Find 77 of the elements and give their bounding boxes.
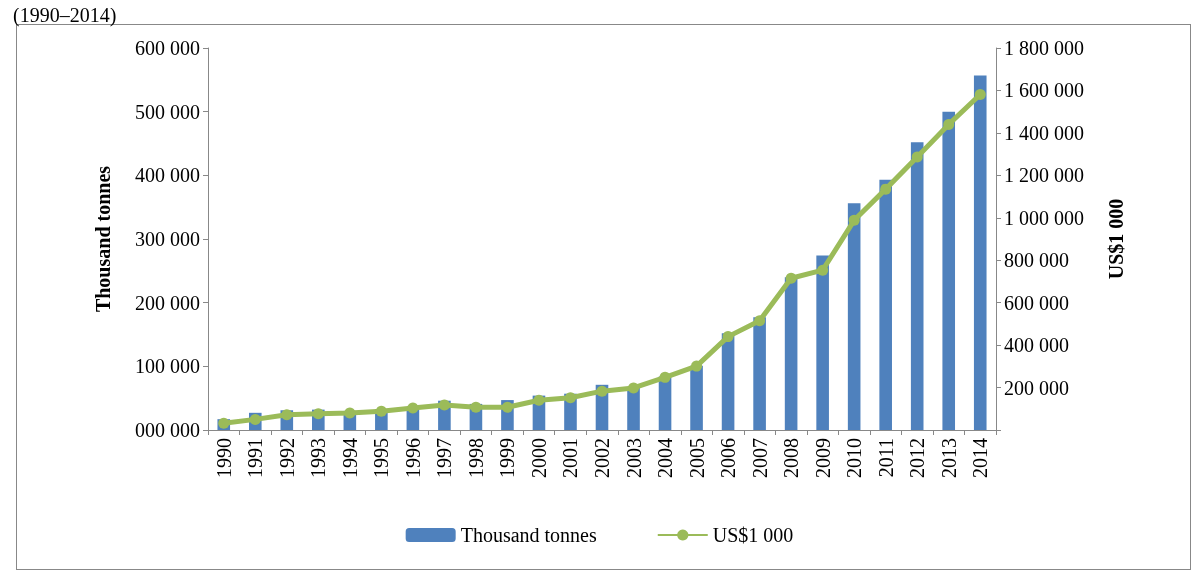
- x-tick-label: 2002: [591, 438, 613, 478]
- x-tick-label: 2009: [811, 438, 834, 478]
- point: [880, 183, 892, 195]
- x-tick-label: 2000: [527, 438, 550, 478]
- point: [659, 371, 671, 383]
- y2-tick-label: 800 000: [1004, 249, 1069, 272]
- y-tick-label: 000 000: [135, 419, 200, 441]
- point: [722, 331, 734, 343]
- y-axis-title: Thousand tonnes: [92, 165, 114, 313]
- bar: [816, 255, 829, 430]
- x-tick-label: 2011: [874, 438, 897, 478]
- y-tick-label: 100 000: [135, 355, 200, 378]
- point: [564, 392, 576, 404]
- point: [943, 118, 955, 130]
- x-tick-label: 1997: [433, 438, 456, 478]
- y2-tick-label: 1 800 000: [1004, 37, 1084, 59]
- point: [911, 151, 923, 163]
- bar: [973, 75, 987, 430]
- x-tick-label: 2014: [969, 438, 992, 478]
- x-tick-label: 2007: [748, 438, 771, 478]
- y-tick-label: 600 000: [135, 37, 200, 59]
- y2-tick-label: 1 400 000: [1004, 121, 1084, 144]
- y2-tick-label: 1 200 000: [1004, 164, 1084, 187]
- x-tick-label: 1992: [275, 438, 298, 478]
- y2-axis-title: US$1 000: [1105, 198, 1127, 280]
- x-tick-label: 1994: [338, 438, 361, 478]
- y2-tick-label: 1 600 000: [1004, 79, 1084, 102]
- x-tick-label: 2005: [685, 438, 708, 478]
- point: [470, 401, 482, 413]
- legend-label: Thousand tonnes: [460, 524, 597, 546]
- point: [974, 88, 986, 100]
- x-tick-label: 1993: [307, 438, 330, 478]
- point: [344, 407, 356, 419]
- x-tick-label: 1999: [496, 438, 519, 478]
- point: [501, 401, 513, 413]
- bar: [753, 317, 766, 430]
- y-tick-label: 300 000: [135, 228, 200, 250]
- point: [848, 214, 860, 226]
- x-tick-label: 2001: [559, 438, 582, 478]
- bar: [690, 365, 703, 430]
- y2-tick-label: 1 000 000: [1004, 206, 1084, 229]
- point: [375, 405, 387, 417]
- point: [596, 385, 608, 397]
- legend-label: US$1 000: [712, 524, 794, 546]
- x-tick-label: 2006: [717, 438, 740, 478]
- bar: [784, 277, 798, 430]
- point: [628, 382, 640, 394]
- x-tick-label: 2004: [654, 438, 677, 478]
- y2-tick-label: 400 000: [1004, 334, 1069, 357]
- y-tick-label: 200 000: [135, 291, 200, 314]
- bar: [942, 111, 956, 430]
- x-tick-label: 1996: [401, 438, 424, 478]
- bar: [879, 179, 892, 430]
- bar: [627, 387, 640, 430]
- x-tick-label: 2010: [843, 438, 866, 478]
- y2-tick-label: 200 000: [1004, 376, 1069, 399]
- bar: [847, 203, 861, 430]
- x-tick-label: 1995: [370, 438, 393, 478]
- x-tick-label: 2013: [937, 438, 960, 478]
- point: [817, 264, 829, 276]
- point: [533, 394, 545, 406]
- chart-title: (1990–2014): [13, 4, 117, 27]
- point: [691, 360, 703, 372]
- y2-tick-label: 600 000: [1004, 291, 1069, 314]
- y-tick-label: 500 000: [135, 100, 200, 123]
- x-tick-label: 2012: [906, 438, 929, 478]
- y-tick-label: 400 000: [135, 164, 200, 187]
- x-tick-label: 2003: [622, 438, 645, 478]
- point: [785, 272, 797, 284]
- point: [754, 315, 766, 327]
- point: [438, 399, 450, 411]
- x-tick-label: 1991: [244, 438, 267, 478]
- x-tick-label: 2008: [780, 438, 803, 478]
- bar: [910, 142, 924, 430]
- x-tick-label: 1998: [464, 438, 487, 478]
- x-tick-label: 1990: [212, 438, 235, 478]
- point: [407, 402, 419, 414]
